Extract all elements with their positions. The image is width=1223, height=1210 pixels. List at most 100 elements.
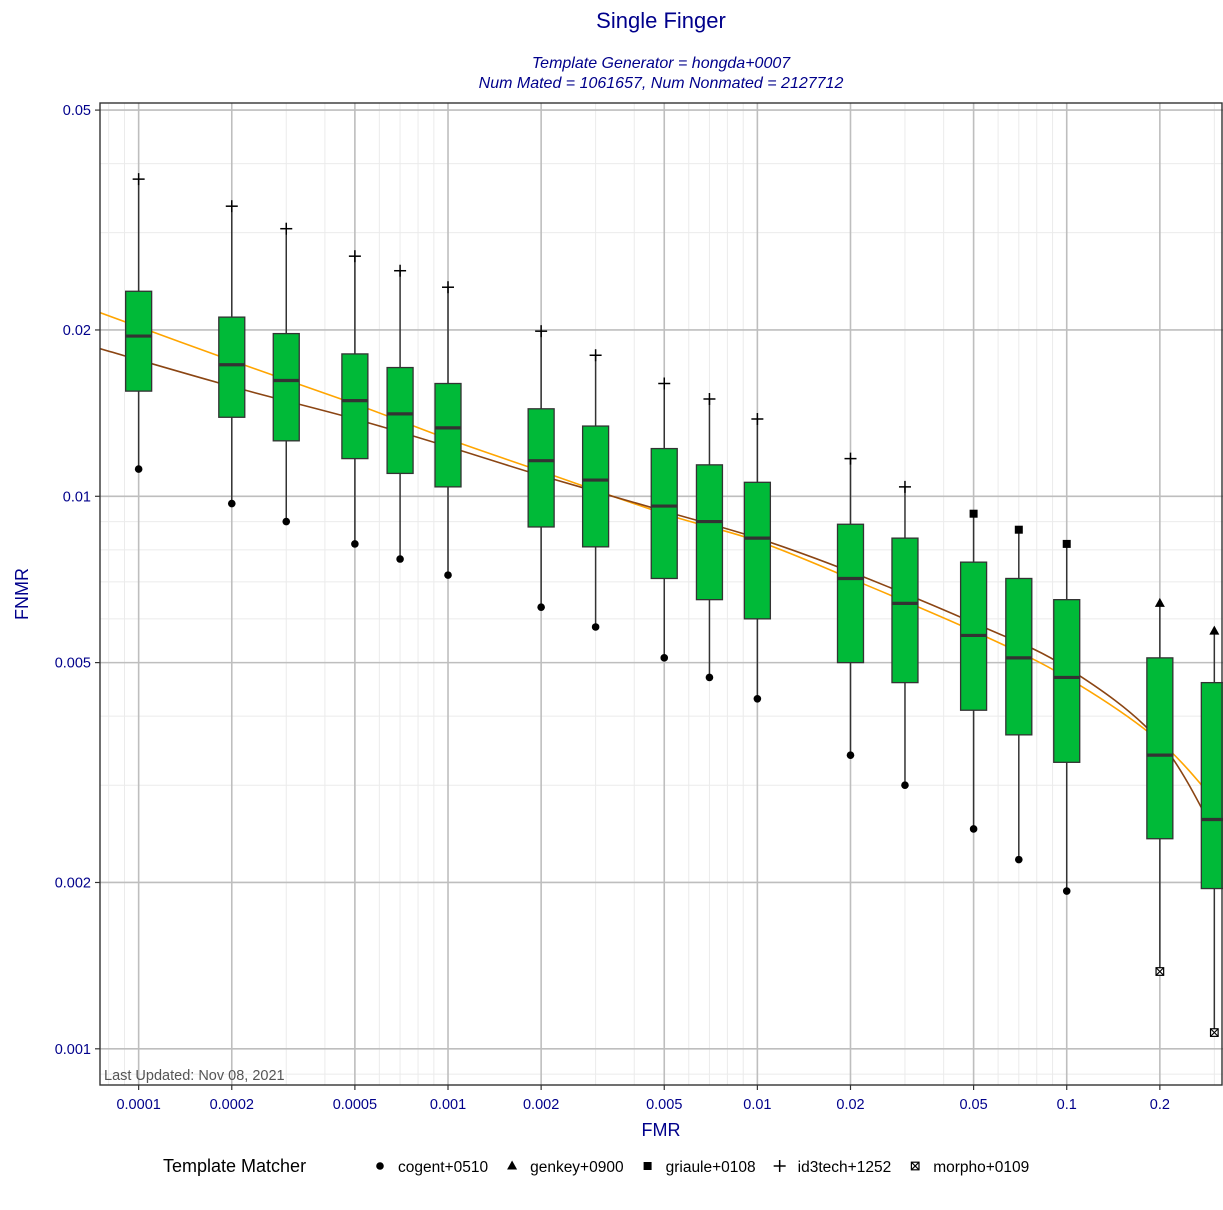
min-marker <box>591 623 600 631</box>
plot-background <box>100 103 1223 1085</box>
x-axis-title: FMR <box>642 1120 681 1140</box>
legend-item: griaule+0108 <box>643 1159 756 1176</box>
y-axis-title: FNMR <box>12 568 32 620</box>
legend-label: griaule+0108 <box>666 1159 756 1176</box>
min-marker <box>1155 967 1165 976</box>
chart-title: Single Finger <box>596 8 726 33</box>
iqr-box <box>218 316 246 418</box>
boxplot-fmr-0.2 <box>1146 597 1174 976</box>
boxplot-fmr-0.01 <box>743 413 772 703</box>
iqr-box <box>527 408 555 528</box>
max-marker <box>969 509 978 518</box>
last-updated-note: Last Updated: Nov 08, 2021 <box>104 1068 285 1084</box>
x-tick-label: 0.0002 <box>210 1097 254 1113</box>
min-marker <box>282 517 291 526</box>
boxplot-fmr-0.07 <box>1005 525 1033 864</box>
boxplot-fmr-0.03 <box>891 480 919 789</box>
x-tick-label: 0.02 <box>836 1097 864 1113</box>
legend-item: id3tech+1252 <box>773 1159 892 1176</box>
min-marker <box>351 540 359 548</box>
max-marker <box>589 349 602 362</box>
x-tick-label: 0.2 <box>1150 1097 1170 1113</box>
max-marker <box>442 281 455 294</box>
legend-title: Template Matcher <box>163 1156 306 1176</box>
boxplot-fmr-0.0001 <box>125 173 153 473</box>
boxplots <box>125 173 1223 1037</box>
max-marker <box>1154 597 1165 607</box>
x-tick-label: 0.1 <box>1057 1097 1077 1113</box>
chart-subtitle-line-2: Num Mated = 1061657, Num Nonmated = 2127… <box>479 75 844 92</box>
max-marker <box>1014 525 1023 534</box>
min-marker <box>660 654 669 662</box>
legend-key-circle <box>376 1162 384 1170</box>
iqr-box <box>434 382 462 488</box>
boxplot-fmr-0.1 <box>1053 539 1081 895</box>
boxplot-fmr-0.0002 <box>218 200 246 508</box>
legend-item: genkey+0900 <box>507 1159 624 1176</box>
iqr-box <box>386 366 414 475</box>
boxplot-fmr-0.0003 <box>272 222 300 526</box>
chart-subtitle-line-1: Template Generator = hongda+0007 <box>532 55 791 72</box>
min-marker <box>1015 855 1023 864</box>
x-tick-label: 0.01 <box>743 1097 771 1113</box>
min-marker <box>753 695 762 703</box>
boxplot-fmr-0.3 <box>1200 625 1223 1037</box>
legend-label: id3tech+1252 <box>798 1159 892 1176</box>
max-marker <box>348 250 361 263</box>
x-tick-label: 0.05 <box>959 1097 987 1113</box>
min-marker <box>705 673 714 682</box>
iqr-box <box>1053 599 1081 763</box>
legend-label: morpho+0109 <box>933 1159 1029 1176</box>
boxplot-fmr-0.001 <box>434 281 462 579</box>
iqr-box <box>125 290 153 392</box>
iqr-box <box>341 353 369 460</box>
max-marker <box>535 325 548 338</box>
min-marker <box>1209 1028 1219 1037</box>
max-marker <box>280 222 293 235</box>
iqr-box <box>836 523 865 664</box>
boxplot-fmr-0.007 <box>695 392 724 682</box>
max-marker <box>1209 625 1220 635</box>
y-tick-label: 0.002 <box>55 875 91 891</box>
max-marker <box>844 452 857 465</box>
iqr-box <box>272 332 300 442</box>
boxplot-fmr-0.005 <box>650 377 678 662</box>
axes: 0.0001 0.0002 0.0005 0.001 0.002 0.005 0.01 0.0… <box>55 103 1170 1113</box>
plot-area: 0.0001 0.0002 0.0005 0.001 0.002 0.005 0.01 0.0… <box>55 102 1223 1113</box>
legend-key-plus <box>773 1160 786 1172</box>
iqr-box <box>650 447 678 580</box>
legend-item: cogent+0510 <box>376 1159 488 1176</box>
x-tick-label: 0.002 <box>523 1097 559 1113</box>
max-marker <box>225 200 238 213</box>
y-tick-label: 0.05 <box>63 103 91 119</box>
legend-key-boxed-x <box>910 1161 920 1171</box>
y-tick-label: 0.005 <box>55 656 91 672</box>
iqr-box <box>1146 657 1174 840</box>
max-marker <box>751 413 764 426</box>
min-marker <box>537 603 545 611</box>
min-marker <box>227 499 236 508</box>
iqr-box <box>1200 681 1223 890</box>
grid <box>100 103 1223 1085</box>
iqr-box <box>695 464 724 601</box>
boxplot-fmr-0.05 <box>959 509 988 833</box>
min-marker <box>134 465 143 473</box>
plot-border <box>99 102 1223 1086</box>
legend-label: cogent+0510 <box>398 1159 488 1176</box>
max-marker <box>1062 539 1071 548</box>
max-marker <box>658 377 671 390</box>
min-marker <box>846 751 855 759</box>
boxplot-fmr-0.002 <box>527 325 555 611</box>
x-tick-label: 0.0005 <box>333 1097 377 1113</box>
max-marker <box>132 173 145 186</box>
x-tick-label: 0.005 <box>646 1097 682 1113</box>
min-marker <box>969 825 978 833</box>
min-marker <box>1062 887 1071 895</box>
min-marker <box>396 555 404 563</box>
boxplot-fmr-0.0007 <box>386 264 414 563</box>
boxplot-fmr-0.02 <box>836 452 865 759</box>
legend-label: genkey+0900 <box>530 1159 624 1176</box>
legend-key-square <box>643 1162 652 1170</box>
